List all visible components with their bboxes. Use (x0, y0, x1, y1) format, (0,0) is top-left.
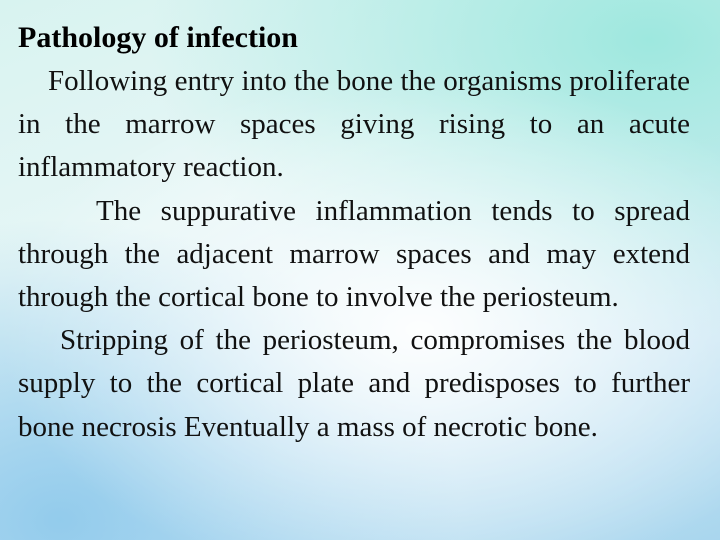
paragraph: Following entry into the bone the organi… (18, 65, 690, 184)
slide-title: Pathology of infection (18, 21, 298, 54)
paragraph: The suppurative inflammation tends to sp… (18, 194, 690, 314)
paragraph: Stripping of the periosteum, compromises… (18, 324, 690, 443)
